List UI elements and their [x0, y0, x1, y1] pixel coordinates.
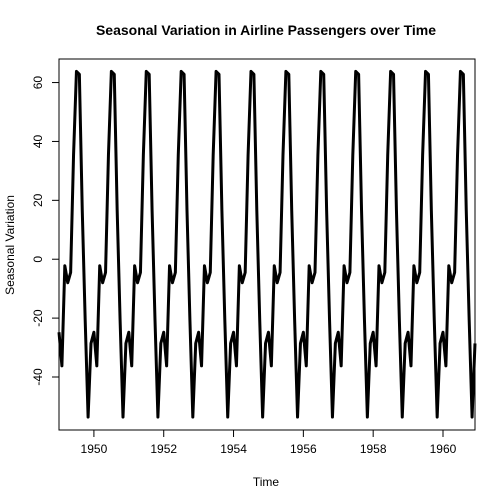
y-tick-label: 0 [31, 256, 45, 263]
y-tick-label: 60 [31, 76, 45, 90]
x-tick-label: 1958 [360, 442, 387, 456]
x-tick-label: 1950 [81, 442, 108, 456]
seasonal-variation-line [57, 69, 477, 419]
y-tick-label: 40 [31, 134, 45, 148]
x-axis: 1950 1952 1954 1956 1958 1960 [81, 429, 457, 456]
y-tick-label: 20 [31, 193, 45, 207]
x-tick-label: 1952 [150, 442, 177, 456]
x-tick-label: 1954 [220, 442, 247, 456]
x-tick-label: 1960 [430, 442, 457, 456]
chart-title: Seasonal Variation in Airline Passengers… [96, 22, 436, 38]
y-axis-title: Seasonal Variation [3, 195, 17, 295]
y-tick-label: -20 [31, 309, 45, 327]
x-axis-title: Time [253, 475, 280, 489]
y-tick-label: -40 [31, 368, 45, 386]
x-tick-label: 1956 [290, 442, 317, 456]
y-axis: -40 -20 0 20 40 60 [31, 76, 60, 386]
